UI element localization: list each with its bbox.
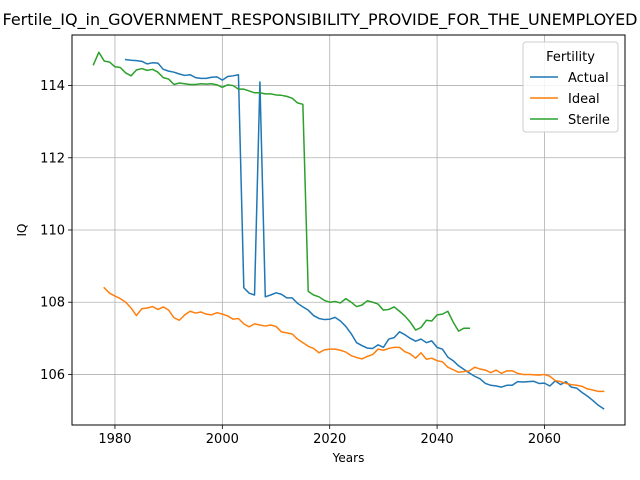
axis-ticks: 1980 2000 2020 2040 2060 106 108 110 112 114 bbox=[40, 79, 561, 447]
y-tick-label: 108 bbox=[40, 296, 65, 311]
series-line-ideal bbox=[103, 286, 605, 393]
x-tick-label: 2040 bbox=[421, 432, 454, 447]
legend-items: Actual Ideal Sterile bbox=[530, 71, 610, 128]
x-tick-label: 2060 bbox=[528, 432, 561, 447]
y-tick-label: 106 bbox=[40, 368, 65, 383]
legend-title: Fertility bbox=[546, 50, 595, 65]
series-line-sterile bbox=[92, 51, 471, 332]
x-axis-label: Years bbox=[332, 451, 365, 465]
y-tick-label: 110 bbox=[40, 224, 65, 239]
legend-label-sterile: Sterile bbox=[568, 113, 610, 128]
legend: Fertility Actual Ideal Sterile bbox=[522, 41, 619, 133]
series-layer bbox=[92, 51, 605, 410]
legend-box bbox=[522, 41, 619, 133]
series-line-actual bbox=[124, 58, 605, 410]
chart-title: Fertile_IQ_in_GOVERNMENT_RESPONSIBILITY_… bbox=[2, 10, 637, 30]
y-tick-label: 112 bbox=[40, 151, 65, 166]
y-axis-label: IQ bbox=[15, 224, 29, 237]
legend-label-actual: Actual bbox=[568, 71, 609, 86]
x-tick-label: 2020 bbox=[313, 432, 346, 447]
y-tick-label: 114 bbox=[40, 79, 65, 94]
x-tick-label: 2000 bbox=[206, 432, 239, 447]
legend-label-ideal: Ideal bbox=[568, 92, 600, 107]
x-tick-label: 1980 bbox=[98, 432, 131, 447]
